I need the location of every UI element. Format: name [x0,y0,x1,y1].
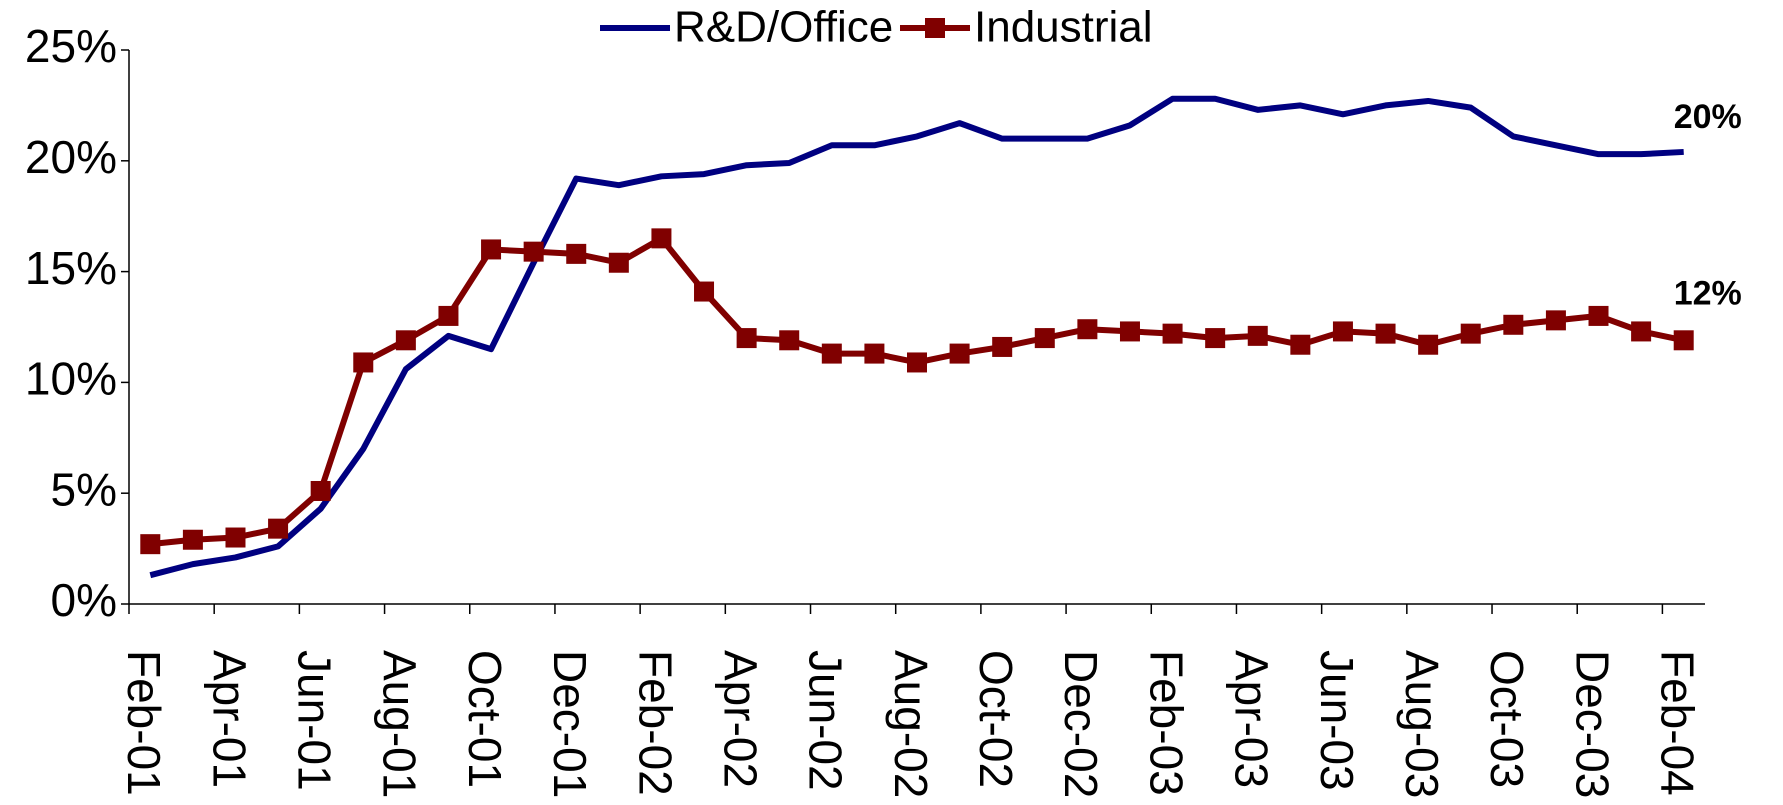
series-marker [523,241,544,262]
y-tick-label: 10% [25,353,117,405]
series-marker [1375,323,1396,344]
x-tick-label: Aug-03 [1396,650,1448,798]
series-marker [438,305,459,326]
series-marker [694,281,715,302]
series-marker [651,228,672,249]
series-marker [779,330,800,351]
x-tick-label: Aug-02 [885,650,937,798]
y-tick-label: 25% [25,20,117,72]
x-tick-label: Oct-02 [970,650,1022,788]
x-tick-label: Oct-01 [459,650,511,788]
x-tick-label: Feb-02 [629,650,681,796]
x-tick-label: Feb-04 [1652,650,1704,796]
x-tick-label: Apr-03 [1226,650,1278,788]
series-marker [395,330,416,351]
series-marker [1631,321,1652,342]
series-marker [481,239,502,260]
series-marker [1290,334,1311,355]
x-tick-label: Apr-01 [203,650,255,788]
y-tick-label: 5% [51,463,117,515]
series-marker [225,527,246,548]
series-marker [310,480,331,501]
series-marker [566,243,587,264]
series-marker [268,518,289,539]
legend-marker [925,18,945,38]
annotation: 12% [1674,274,1742,312]
annotation: 20% [1674,98,1742,136]
series-marker [949,343,970,364]
series-marker [182,529,203,550]
series-marker [1247,325,1268,346]
series-marker [1332,321,1353,342]
x-tick-label: Feb-03 [1140,650,1192,796]
x-tick-label: Jun-01 [289,650,341,791]
series-marker [140,534,161,555]
series-marker [907,352,927,373]
x-tick-label: Jun-02 [800,650,852,791]
legend-label: Industrial [974,3,1153,52]
y-tick-label: 20% [25,131,117,183]
series-marker [736,328,757,349]
x-tick-label: Feb-01 [118,650,170,796]
series-marker [1077,319,1098,340]
x-tick-label: Jun-03 [1311,650,1363,791]
series-marker [1460,323,1481,344]
series-line [149,95,1684,579]
series-marker [821,343,842,364]
series-marker [864,343,885,364]
series-marker [1418,334,1439,355]
x-tick-label: Aug-01 [374,650,426,798]
series-marker [1119,321,1140,342]
x-tick-label: Dec-02 [1055,650,1107,798]
series-line [149,235,1685,548]
x-tick-label: Apr-02 [714,650,766,788]
x-tick-label: Oct-03 [1481,650,1533,788]
series-marker [1503,314,1524,335]
x-tick-label: Dec-03 [1566,650,1618,798]
series-marker [1545,310,1566,331]
y-tick-label: 0% [51,574,117,626]
series-marker [353,352,374,373]
series-marker [992,336,1013,357]
legend-label: R&D/Office [674,3,893,52]
series-marker [1588,305,1609,326]
y-tick-label: 15% [25,242,117,294]
series-marker [608,252,629,273]
series-marker [1673,330,1694,351]
x-tick-label: Dec-01 [544,650,596,798]
series-marker [1034,328,1055,349]
series-marker [1162,323,1183,344]
series-marker [1205,328,1226,349]
